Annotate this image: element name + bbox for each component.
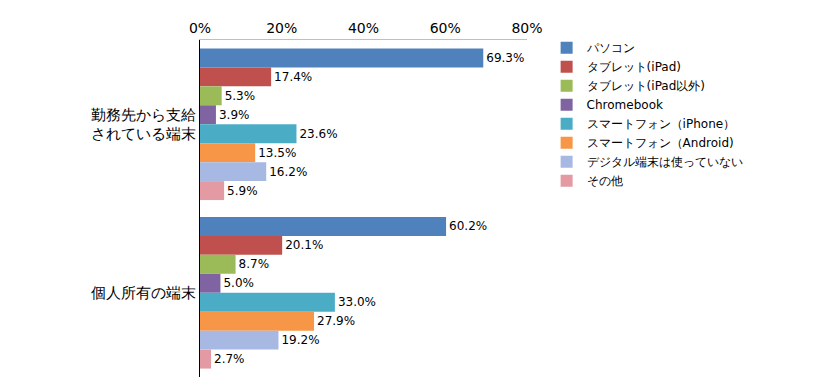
svg-text:13.5%: 13.5% xyxy=(258,146,296,160)
svg-text:3.9%: 3.9% xyxy=(219,108,250,122)
svg-text:5.3%: 5.3% xyxy=(225,89,256,103)
svg-text:その他: その他 xyxy=(587,174,623,188)
svg-text:Chromebook: Chromebook xyxy=(587,98,663,112)
svg-text:タブレット(iPad以外): タブレット(iPad以外) xyxy=(587,79,705,93)
svg-text:19.2%: 19.2% xyxy=(281,333,319,347)
svg-text:20%: 20% xyxy=(266,20,297,36)
svg-text:デジタル端末は使っていない: デジタル端末は使っていない xyxy=(587,155,743,169)
svg-text:スマートフォン（Android): スマートフォン（Android) xyxy=(587,136,734,150)
svg-text:0%: 0% xyxy=(189,20,211,36)
svg-text:2.7%: 2.7% xyxy=(214,352,245,366)
svg-text:69.3%: 69.3% xyxy=(486,51,524,65)
svg-text:17.4%: 17.4% xyxy=(274,70,312,84)
svg-text:5.9%: 5.9% xyxy=(227,184,258,198)
svg-text:スマートフォン（iPhone）: スマートフォン（iPhone） xyxy=(587,117,736,131)
svg-text:27.9%: 27.9% xyxy=(317,314,355,328)
svg-text:5.0%: 5.0% xyxy=(223,276,254,290)
svg-text:16.2%: 16.2% xyxy=(269,165,307,179)
svg-text:20.1%: 20.1% xyxy=(285,238,323,252)
svg-text:40%: 40% xyxy=(348,20,379,36)
svg-text:タブレット(iPad): タブレット(iPad) xyxy=(587,60,681,74)
svg-text:80%: 80% xyxy=(511,20,542,36)
svg-text:23.6%: 23.6% xyxy=(299,127,337,141)
svg-text:勤務先から支給されている端末: 勤務先から支給されている端末 xyxy=(91,106,196,144)
svg-text:60.2%: 60.2% xyxy=(449,219,487,233)
svg-text:パソコン: パソコン xyxy=(586,41,635,55)
svg-text:8.7%: 8.7% xyxy=(239,257,270,271)
svg-text:33.0%: 33.0% xyxy=(338,295,376,309)
svg-text:個人所有の端末: 個人所有の端末 xyxy=(91,284,196,302)
svg-text:60%: 60% xyxy=(430,20,461,36)
